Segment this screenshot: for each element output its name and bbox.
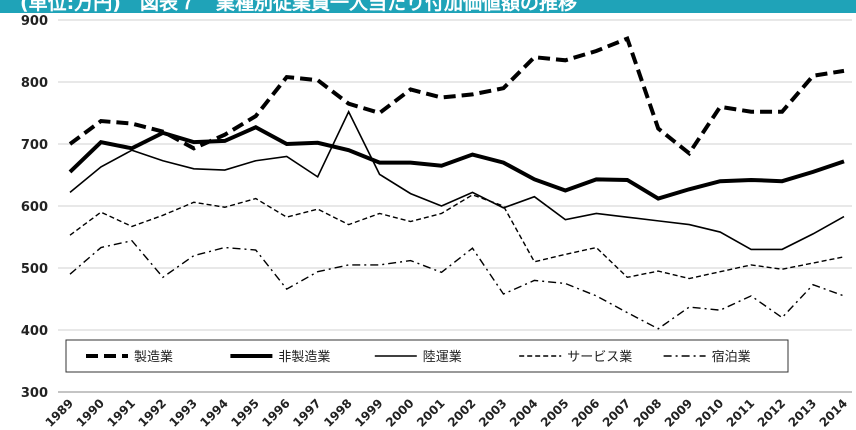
x-tick-label: 2001 bbox=[414, 396, 448, 430]
x-tick-label: 1993 bbox=[166, 396, 200, 430]
y-tick-label: 600 bbox=[21, 200, 48, 215]
x-tick-label: 1997 bbox=[290, 396, 324, 430]
x-tick-label: 2005 bbox=[538, 396, 572, 430]
x-tick-label: 2014 bbox=[817, 396, 851, 430]
x-tick-label: 2010 bbox=[693, 396, 727, 430]
x-tick-label: 1991 bbox=[105, 396, 139, 430]
x-tick-label: 1990 bbox=[74, 396, 108, 430]
legend-label: 宿泊業 bbox=[712, 349, 751, 365]
x-tick-label: 2012 bbox=[755, 396, 789, 430]
y-tick-label: 700 bbox=[21, 138, 48, 153]
legend-label: 製造業 bbox=[134, 349, 173, 365]
y-tick-label: 800 bbox=[21, 76, 48, 91]
x-tick-label: 1998 bbox=[321, 396, 355, 430]
y-tick-label: 900 bbox=[21, 14, 48, 29]
legend-label: サービス業 bbox=[567, 349, 632, 365]
y-tick-label: 500 bbox=[21, 262, 48, 277]
x-tick-label: 1992 bbox=[135, 396, 169, 430]
title-banner bbox=[0, 0, 856, 13]
x-tick-label: 2003 bbox=[476, 396, 510, 430]
series-line bbox=[69, 239, 845, 330]
x-tick-label: 2013 bbox=[786, 396, 820, 430]
x-tick-label: 1989 bbox=[43, 396, 77, 430]
legend-label: 非製造業 bbox=[278, 349, 330, 365]
series-line bbox=[68, 125, 845, 201]
x-tick-label: 2002 bbox=[445, 396, 479, 430]
legend-label: 陸運業 bbox=[423, 349, 462, 365]
x-tick-label: 2011 bbox=[724, 396, 758, 430]
x-tick-label: 2008 bbox=[631, 396, 665, 430]
y-tick-label: 400 bbox=[21, 324, 48, 339]
x-tick-label: 2009 bbox=[662, 396, 696, 430]
x-tick-label: 1995 bbox=[228, 396, 262, 430]
x-tick-label: 1999 bbox=[352, 396, 386, 430]
chart-title: (単位:万円) 図表７ 業種別従業員一人当たり付加価値額の推移 bbox=[20, 0, 577, 14]
x-tick-label: 2007 bbox=[600, 396, 634, 430]
x-tick-label: 1994 bbox=[197, 396, 231, 430]
x-tick-label: 1996 bbox=[259, 396, 293, 430]
y-tick-label: 300 bbox=[21, 386, 48, 401]
x-tick-label: 2000 bbox=[383, 396, 417, 430]
series-line bbox=[68, 35, 845, 157]
x-tick-label: 2004 bbox=[507, 396, 541, 430]
series-line bbox=[69, 109, 845, 251]
series-line bbox=[69, 194, 845, 280]
x-tick-label: 2006 bbox=[569, 396, 603, 430]
